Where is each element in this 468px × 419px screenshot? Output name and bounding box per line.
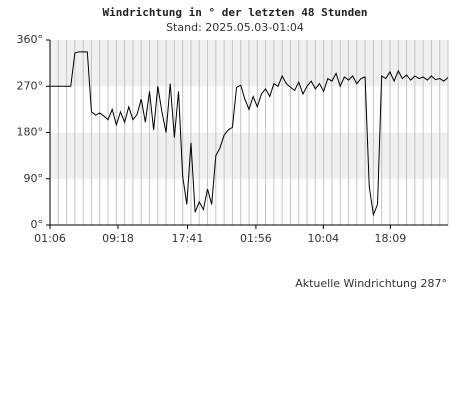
chart-title: Windrichtung in ° der letzten 48 Stunden xyxy=(103,6,368,19)
x-tick-label: 17:41 xyxy=(172,232,204,245)
x-tick-label: 09:18 xyxy=(102,232,134,245)
x-tick-label: 01:06 xyxy=(34,232,66,245)
x-tick-label: 10:04 xyxy=(307,232,339,245)
y-tick-label: 270° xyxy=(17,79,44,92)
annotation: Aktuelle Windrichtung 287° xyxy=(295,277,447,290)
y-tick-label: 90° xyxy=(24,172,44,185)
chart-subtitle: Stand: 2025.05.03-01:04 xyxy=(166,21,304,34)
y-tick-label: 180° xyxy=(17,126,44,139)
data-line xyxy=(50,51,449,217)
x-tick-label: 01:56 xyxy=(240,232,272,245)
y-tick-label: 360° xyxy=(17,33,44,46)
y-tick-label: 0° xyxy=(31,218,44,231)
x-tick-label: 18:09 xyxy=(375,232,407,245)
